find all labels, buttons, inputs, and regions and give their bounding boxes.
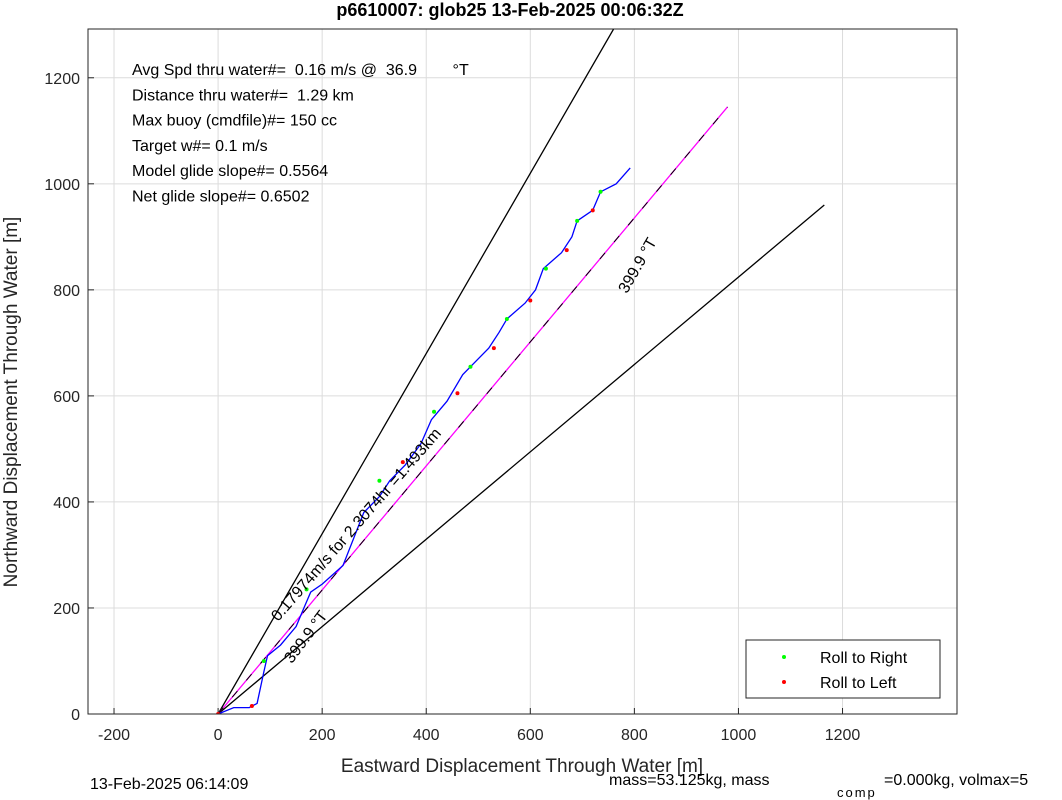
roll-dot [504, 317, 509, 322]
annotation: Target w#= 0.1 m/s [132, 138, 268, 155]
annotation: Avg Spd thru water#= 0.16 m/s @ 36.9 °T [132, 62, 469, 79]
x-tick-label: 800 [621, 727, 648, 744]
roll-dot [564, 248, 569, 253]
annotation: Max buoy (cmdfile)#= 150 cc [132, 113, 337, 130]
annotation: Net glide slope#= 0.6502 [132, 189, 310, 206]
roll-dot [455, 391, 460, 396]
x-tick-label: 0 [214, 727, 223, 744]
plot-area [88, 29, 957, 714]
legend-marker [782, 680, 786, 684]
legend-label: Roll to Left [820, 675, 897, 692]
x-tick-label: 1200 [825, 727, 861, 744]
axes-box [87, 28, 958, 715]
annotation: Model glide slope#= 0.5564 [132, 163, 328, 180]
roll-dot [598, 189, 603, 194]
roll-dot [432, 409, 437, 414]
footer-text: mass=53.125kg, mass [609, 772, 770, 789]
roll-dot [249, 704, 254, 709]
y-tick-label: 1000 [44, 177, 80, 194]
y-tick-label: 200 [53, 601, 80, 618]
x-tick-label: -200 [98, 727, 130, 744]
footer-text: =0.000kg, volmax=5 [884, 772, 1028, 789]
roll-dot [400, 460, 405, 465]
legend-label: Roll to Right [820, 650, 908, 667]
trajectory-line [217, 167, 631, 714]
trajectory-line [217, 204, 825, 714]
grid: -200 0 200 400 600 800 1000 1200 0 200 400 600 800 10… [44, 29, 957, 744]
trajectory-line [217, 29, 615, 714]
x-tick-label: 200 [309, 727, 336, 744]
x-axis-label: Eastward Displacement Through Water [m] [341, 756, 703, 777]
y-tick-label: 600 [53, 389, 80, 406]
chart-title: p6610007: glob25 13-Feb-2025 00:06:32Z [336, 0, 683, 20]
roll-dot [590, 208, 595, 213]
roll-dot [261, 658, 266, 663]
roll-dot [528, 298, 533, 303]
y-tick-label: 0 [71, 707, 80, 724]
footer-text: comp [837, 785, 877, 800]
roll-dot [377, 478, 382, 483]
roll-dot [491, 346, 496, 351]
marks [216, 29, 825, 714]
x-tick-label: 400 [413, 727, 440, 744]
dashed-line [217, 106, 728, 714]
roll-dot [304, 587, 309, 592]
annotation: Distance thru water#= 1.29 km [132, 87, 354, 104]
roll-dot [543, 266, 548, 271]
x-tick-label: 600 [517, 727, 544, 744]
x-tick-label: 1000 [721, 727, 757, 744]
legend-box [745, 639, 941, 699]
y-tick-label: 800 [53, 283, 80, 300]
legend-marker [782, 655, 786, 659]
roll-dot [575, 218, 580, 223]
footer-text: 13-Feb-2025 06:14:09 [90, 776, 248, 793]
roll-dot [468, 364, 473, 369]
y-axis-label: Northward Displacement Through Water [m] [1, 217, 22, 588]
y-tick-label: 1200 [44, 71, 80, 88]
y-tick-label: 400 [53, 495, 80, 512]
